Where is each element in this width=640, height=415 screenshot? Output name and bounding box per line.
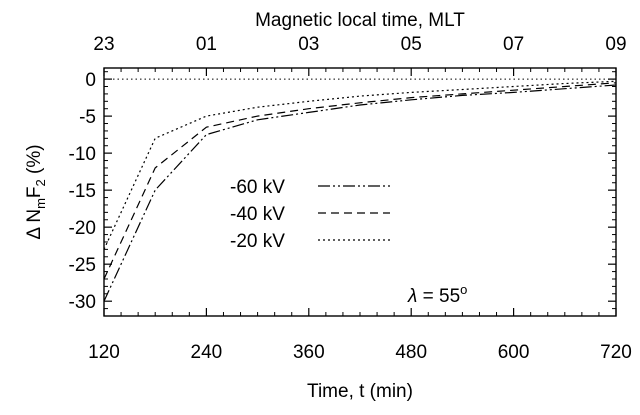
x-tick-label: 120: [88, 342, 120, 363]
y-axis-title: Δ NmF2 (%): [24, 144, 48, 239]
annotation-value: = 55: [417, 286, 460, 307]
x-tick-label: 360: [293, 342, 325, 363]
top-axis-title: Magnetic local time, MLT: [255, 10, 465, 31]
y-tick-label: -10: [69, 144, 96, 165]
top-tick-label: 07: [503, 34, 524, 55]
y-axis-title-mid: F: [24, 186, 45, 198]
y-tick-label: 0: [85, 70, 96, 91]
y-axis-title-sub2: 2: [33, 179, 48, 186]
top-tick-label: 01: [196, 34, 217, 55]
degree-superscript: o: [460, 282, 467, 297]
tick-labels-layer: 120 240 360 480 600 720 23 01 03 05 07 09 0 -5 -10 -15 -…: [69, 34, 632, 363]
y-tick-label: -20: [69, 218, 96, 239]
legend: -60 kV -40 kV -20 kV: [230, 177, 390, 252]
y-axis-title-prefix: Δ N: [24, 209, 45, 240]
top-tick-label: 09: [605, 34, 626, 55]
ticks-layer: [103, 68, 617, 316]
top-tick-label: 05: [401, 34, 422, 55]
y-tick-label: -25: [69, 255, 96, 276]
top-tick-label: 23: [93, 34, 114, 55]
x-tick-label: 480: [395, 342, 427, 363]
legend-label: -20 kV: [230, 231, 285, 252]
legend-label: -60 kV: [230, 177, 285, 198]
top-tick-label: 03: [298, 34, 319, 55]
y-axis-title-sub1: m: [33, 198, 48, 209]
x-tick-label: 720: [600, 342, 632, 363]
series-layer: [103, 80, 617, 302]
x-tick-label: 600: [498, 342, 530, 363]
y-tick-label: -15: [69, 181, 96, 202]
series-line-1: [103, 84, 617, 302]
y-tick-label: -5: [79, 107, 96, 128]
x-axis-title: Time, t (min): [307, 381, 413, 402]
series-line-2: [103, 82, 617, 280]
y-axis-title-suffix: (%): [24, 144, 45, 179]
lambda-symbol: λ: [407, 286, 417, 307]
series-line-3: [103, 80, 617, 250]
x-tick-label: 240: [191, 342, 223, 363]
y-tick-label: -30: [69, 292, 96, 313]
latitude-annotation: λ = 55o: [407, 282, 467, 307]
legend-label: -40 kV: [230, 204, 285, 225]
